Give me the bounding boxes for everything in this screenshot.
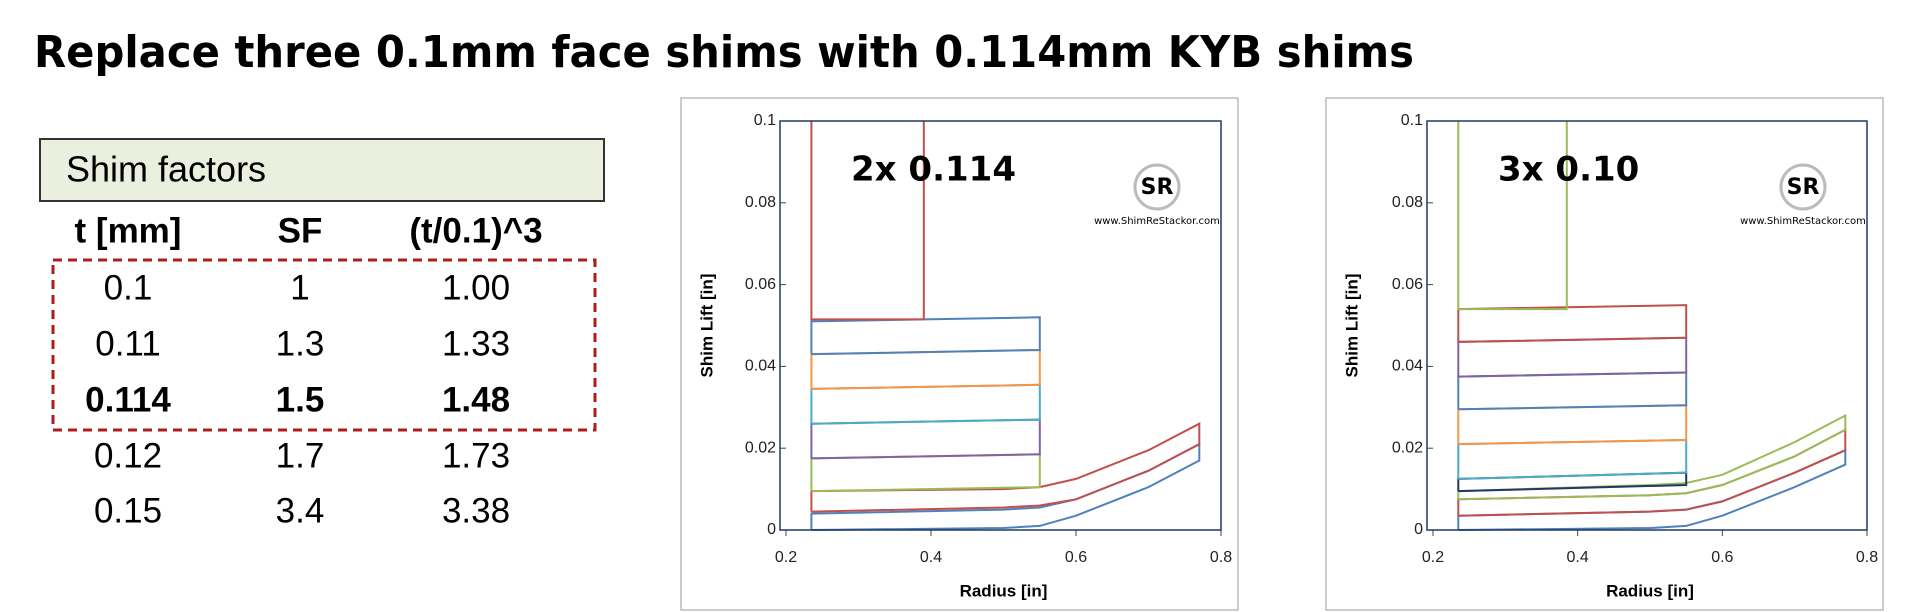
table-cell: 0.15 [94,491,162,530]
x-tick-label: 0.4 [920,549,942,566]
highlight-box [51,258,597,432]
y-tick-label: 0 [1414,521,1423,538]
table-cell: 3.4 [276,491,325,530]
shim-profile [810,316,1041,356]
y-tick-label: 0.06 [1392,276,1423,293]
table-cell: 0.12 [94,436,162,475]
table-cell: 1.33 [442,324,510,363]
table-cell: 1.7 [276,436,325,475]
table-cell: 3.38 [442,491,510,530]
y-tick-label: 0.06 [745,276,776,293]
table-cell: 0.114 [85,380,171,419]
watermark-logo: SR [1141,175,1174,200]
y-tick-label: 0.02 [745,439,776,456]
y-tick-label: 0.1 [754,112,776,129]
chart-frame [680,97,1239,611]
x-tick-label: 0.8 [1210,549,1232,566]
y-tick-label: 0.08 [1392,194,1423,211]
table-title-box [39,138,605,202]
table-header: t [mm] [75,211,182,250]
watermark: www.ShimReStackor.com [1740,216,1866,227]
y-tick-label: 0.02 [1392,439,1423,456]
x-tick-label: 0.6 [1065,549,1087,566]
x-tick-label: 0.8 [1856,549,1878,566]
x-axis-label: Radius [in] [1606,581,1694,600]
x-tick-label: 0.6 [1711,549,1733,566]
plot-area [1426,120,1868,531]
table-header: SF [278,211,323,250]
y-tick-label: 0.04 [1392,358,1423,375]
table-cell: 1.3 [276,324,325,363]
x-tick-label: 0.2 [775,549,797,566]
shim-profile [810,121,925,321]
watermark: www.ShimReStackor.com [1094,216,1220,227]
y-axis-label: Shim Lift [in] [1342,274,1361,378]
watermark-logo: SR [1787,175,1820,200]
watermark-ring [1779,163,1827,211]
x-axis-label: Radius [in] [960,581,1048,600]
annotation: 3x 0.10 [1498,150,1639,190]
y-tick-label: 0 [767,521,776,538]
table-title: Shim factors [66,149,266,190]
table-cell: 0.1 [104,268,153,307]
chart-frame [1325,97,1884,611]
plot-area [779,120,1222,531]
annotation: 2x 0.114 [851,150,1016,190]
table-header: (t/0.1)^3 [409,211,542,250]
x-tick-label: 0.4 [1567,549,1589,566]
table-cell: 1.48 [442,380,510,419]
table-cell: 1.73 [442,436,510,475]
slide-title: Replace three 0.1mm face shims with 0.11… [34,27,1414,78]
watermark-ring [1133,163,1181,211]
y-tick-label: 0.08 [745,194,776,211]
y-tick-label: 0.1 [1401,112,1423,129]
table-cell: 0.11 [95,324,161,363]
y-axis-label: Shim Lift [in] [697,274,716,378]
shim-profile [1457,121,1568,311]
x-tick-label: 0.2 [1422,549,1444,566]
table-cell: 1 [290,268,309,307]
table-cell: 1.5 [276,380,325,419]
table-cell: 1.00 [442,268,510,307]
y-tick-label: 0.04 [745,358,776,375]
shim-profile [1457,304,1688,343]
shim-profile [810,422,1201,513]
